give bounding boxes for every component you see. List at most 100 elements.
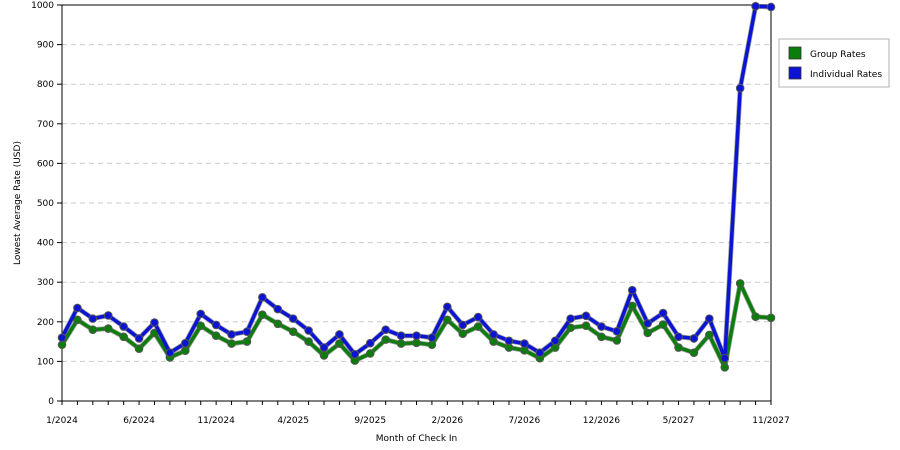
- data-point: [766, 2, 776, 12]
- y-tick-label: 100: [37, 357, 54, 367]
- data-point: [735, 83, 745, 93]
- y-tick-label: 700: [37, 120, 54, 130]
- data-point: [643, 319, 652, 328]
- data-point: [612, 327, 622, 336]
- series-line-shadow: [59, 3, 774, 361]
- data-point: [335, 330, 344, 339]
- series-individual-rates: [57, 1, 776, 363]
- data-point: [134, 334, 144, 343]
- x-axis-title: Month of Check In: [376, 434, 458, 444]
- data-point: [520, 339, 529, 348]
- data-point: [396, 339, 406, 348]
- data-point: [427, 340, 437, 350]
- data-point: [88, 325, 98, 335]
- data-point: [319, 351, 329, 360]
- data-point: [705, 314, 714, 323]
- data-point: [181, 346, 190, 356]
- data-point: [258, 310, 267, 319]
- data-point: [119, 332, 128, 342]
- data-point: [550, 336, 560, 346]
- data-point: [566, 314, 575, 323]
- data-point: [627, 285, 637, 295]
- data-point: [288, 327, 298, 337]
- data-point: [751, 312, 760, 321]
- data-point: [766, 313, 776, 323]
- plot-frame: [61, 4, 772, 402]
- gridlines: [62, 44, 771, 362]
- data-point: [443, 302, 452, 312]
- x-axis-ticks: 1/2024 6/2024 11/2024 4/2025 9/2025 2/2026 7/2…: [46, 401, 790, 426]
- data-point: [396, 331, 406, 340]
- data-point: [658, 320, 668, 329]
- data-point: [427, 333, 437, 342]
- x-tick-label: 5/2027: [663, 416, 695, 426]
- data-point: [674, 343, 683, 352]
- data-point: [288, 314, 298, 323]
- data-point: [304, 326, 313, 335]
- x-tick-label: 6/2024: [123, 416, 155, 426]
- legend: Group Rates Individual Rates: [778, 38, 890, 88]
- series-group-rates: [57, 279, 776, 372]
- data-point: [489, 330, 498, 339]
- data-point: [581, 311, 591, 321]
- data-point: [119, 322, 128, 331]
- data-point: [150, 318, 159, 327]
- y-tick-label: 600: [37, 159, 54, 169]
- data-point: [73, 303, 82, 313]
- data-point: [365, 338, 375, 348]
- x-tick-label: 11/2024: [197, 416, 235, 426]
- data-point: [473, 312, 483, 322]
- series-layer: [57, 1, 776, 372]
- data-point: [57, 333, 67, 342]
- data-point: [103, 324, 113, 333]
- data-point: [658, 308, 668, 318]
- data-point: [273, 319, 283, 329]
- data-point: [134, 344, 144, 354]
- data-point: [597, 332, 606, 342]
- data-point: [365, 349, 375, 358]
- data-point: [504, 336, 514, 346]
- data-point: [535, 348, 545, 357]
- data-point: [165, 348, 175, 357]
- data-point: [211, 331, 221, 340]
- data-point: [612, 336, 622, 345]
- y-tick-label: 1000: [31, 1, 54, 11]
- x-tick-label: 7/2026: [509, 416, 541, 426]
- x-tick-label: 4/2025: [277, 416, 309, 426]
- data-point: [412, 331, 421, 340]
- legend-swatch: [788, 66, 802, 80]
- series-line-individual-rates: [60, 4, 773, 360]
- y-tick-label: 400: [37, 239, 54, 249]
- y-tick-label: 500: [37, 199, 54, 209]
- y-tick-label: 300: [37, 278, 54, 288]
- x-tick-label: 9/2025: [354, 416, 386, 426]
- y-tick-label: 800: [37, 80, 54, 90]
- data-point: [227, 339, 236, 348]
- data-point: [273, 304, 283, 314]
- x-tick-label: 1/2024: [46, 416, 78, 426]
- data-point: [335, 339, 344, 348]
- y-tick-label: 0: [48, 397, 54, 407]
- x-tick-label: 11/2027: [752, 416, 789, 426]
- data-point: [643, 328, 652, 338]
- data-point: [381, 335, 390, 344]
- y-axis-title: Lowest Average Rate (USD): [13, 141, 23, 265]
- y-tick-label: 200: [37, 318, 54, 328]
- data-point: [581, 321, 591, 331]
- data-point: [597, 322, 606, 331]
- data-point: [458, 320, 468, 330]
- data-point: [242, 327, 252, 337]
- data-point: [211, 320, 221, 330]
- legend-label: Individual Rates: [810, 70, 882, 80]
- data-point: [751, 1, 760, 11]
- data-point: [196, 309, 206, 319]
- data-point: [103, 311, 113, 320]
- data-point: [242, 337, 252, 346]
- y-tick-label: 900: [37, 41, 54, 51]
- data-point: [227, 330, 236, 339]
- data-point: [689, 334, 699, 343]
- data-point: [674, 332, 683, 342]
- data-point: [88, 314, 98, 323]
- data-point: [720, 363, 730, 372]
